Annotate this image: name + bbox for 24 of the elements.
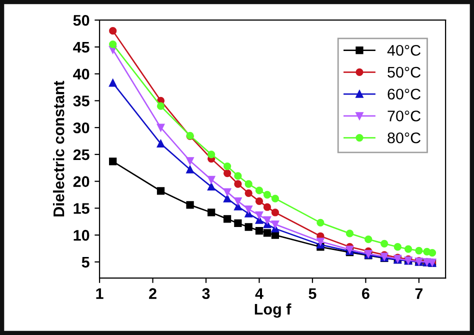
x-tick-label: 5 (308, 288, 316, 299)
x-tick-label: 2 (149, 288, 156, 299)
y-axis-title: Dielectric constant (53, 80, 64, 216)
x-tick-label: 1 (96, 288, 104, 299)
y-tick-label: 35 (73, 96, 90, 106)
y-tick-label: 50 (73, 14, 90, 26)
y-tick-label: 15 (74, 203, 90, 214)
y-tick-label: 20 (73, 176, 90, 188)
x-tick-label: 3 (202, 288, 210, 300)
y-tick-label: 10 (74, 230, 90, 241)
x-tick-label: 7 (415, 288, 423, 299)
x-tick-label: 6 (362, 288, 370, 299)
y-tick-label: 40 (73, 68, 90, 80)
x-tick-label: 4 (255, 288, 264, 299)
legend-label: 50°C (388, 66, 421, 78)
y-tick-label: 25 (73, 149, 90, 160)
legend-label: 70°C (388, 110, 421, 122)
legend-label: 40°C (387, 44, 421, 56)
y-tick-label: 45 (73, 42, 90, 53)
y-tick-label: 5 (82, 256, 90, 268)
legend-label: 80°C (388, 132, 421, 144)
x-axis-title: Log f (254, 303, 292, 318)
legend-label: 60°C (388, 88, 421, 100)
y-tick-label: 30 (73, 122, 90, 134)
